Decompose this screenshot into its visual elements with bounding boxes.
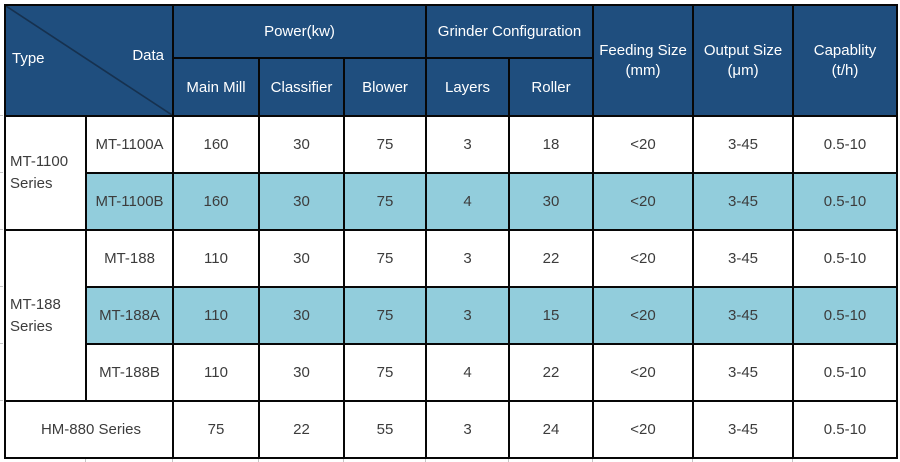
header-row-top: Type Data Power(kw) Grinder Configuratio… <box>4 4 899 117</box>
table-row-mt188: MT-188 Series MT-188 110 30 75 3 22 <20 … <box>4 229 899 402</box>
table-row-mt188b: MT-188B 110 30 75 4 22 <20 3-45 0.5-10 <box>5 343 899 402</box>
blower-cell: 75 <box>343 115 427 174</box>
table-row-mt188a: MT-188A 110 30 75 3 15 <20 3-45 0.5-10 <box>5 286 899 345</box>
header-classifier: Classifier <box>258 57 345 117</box>
output-cell: 3-45 <box>692 172 795 231</box>
series-cell-mt1100: MT-1100 Series <box>4 115 87 231</box>
layers-cell: 3 <box>425 400 510 459</box>
layers-cell: 4 <box>425 172 510 231</box>
header-roller: Roller <box>507 57 595 117</box>
feeding-cell: <20 <box>592 229 695 288</box>
classifier-cell: 30 <box>258 229 345 288</box>
gridline-stub <box>0 286 3 287</box>
output-cell: 3-45 <box>692 286 795 345</box>
classifier-cell: 30 <box>258 172 345 231</box>
feeding-cell: <20 <box>592 400 695 459</box>
capability-cell: 0.5-10 <box>792 115 899 174</box>
model-cell: MT-1100B <box>85 172 174 231</box>
feeding-cell: <20 <box>592 172 695 231</box>
header-capability: Capablity (t/h) <box>792 4 899 117</box>
corner-type-label: Type <box>12 50 45 67</box>
header-blower: Blower <box>343 57 427 117</box>
classifier-cell: 30 <box>258 343 345 402</box>
main-mill-cell: 160 <box>172 172 260 231</box>
roller-cell: 15 <box>507 286 595 345</box>
roller-cell: 22 <box>507 229 595 288</box>
main-mill-cell: 110 <box>172 229 260 288</box>
output-cell: 3-45 <box>692 343 795 402</box>
gridline-stub <box>592 459 593 462</box>
output-cell: 3-45 <box>692 229 795 288</box>
blower-cell: 75 <box>343 229 427 288</box>
series-cell-mt188: MT-188 Series <box>4 229 87 402</box>
main-mill-cell: 75 <box>172 400 260 459</box>
model-cell: MT-188B <box>85 343 174 402</box>
gridline-stub <box>425 459 426 462</box>
capability-cell: 0.5-10 <box>792 343 899 402</box>
gridline-stub <box>172 459 173 462</box>
corner-cell: Type Data <box>4 4 174 117</box>
header-power-group: Power(kw) <box>172 4 427 59</box>
layers-cell: 4 <box>425 343 510 402</box>
output-cell: 3-45 <box>692 115 795 174</box>
model-cell: MT-1100A <box>85 115 174 174</box>
series-cell-hm880: HM-880 Series <box>4 400 174 459</box>
gridline-stub <box>258 459 259 462</box>
classifier-cell: 30 <box>258 286 345 345</box>
corner-data-label: Data <box>132 47 164 64</box>
header-layers: Layers <box>425 57 510 117</box>
output-cell: 3-45 <box>692 400 795 459</box>
blower-cell: 75 <box>343 343 427 402</box>
classifier-cell: 30 <box>258 115 345 174</box>
main-mill-cell: 110 <box>172 343 260 402</box>
table-row-hm880: HM-880 Series 75 22 55 3 24 <20 3-45 0.5… <box>4 400 899 459</box>
gridline-stub <box>0 343 3 344</box>
gridline-stub <box>0 172 3 173</box>
header-output-size: Output Size (μm) <box>692 4 795 117</box>
blower-cell: 55 <box>343 400 427 459</box>
diagonal-line <box>6 6 172 115</box>
gridline-stub <box>85 459 86 462</box>
classifier-cell: 22 <box>258 400 345 459</box>
gridline-stub <box>343 459 344 462</box>
header-row-sub: Main Mill Classifier Blower Layers Rolle… <box>5 57 897 117</box>
header-grinder-group: Grinder Configuration <box>424 4 595 59</box>
feeding-cell: <20 <box>592 115 695 174</box>
product-spec-table: Type Data Power(kw) Grinder Configuratio… <box>4 4 899 459</box>
feeding-cell: <20 <box>592 286 695 345</box>
capability-cell: 0.5-10 <box>792 286 899 345</box>
layers-cell: 3 <box>425 229 510 288</box>
roller-cell: 30 <box>507 172 595 231</box>
roller-cell: 18 <box>507 115 595 174</box>
gridline-stub <box>0 115 3 116</box>
table-row-mt1100a: MT-1100 Series MT-1100A 160 30 75 3 18 <… <box>4 115 899 231</box>
header-feeding-size: Feeding Size (mm) <box>592 4 695 117</box>
roller-cell: 24 <box>507 400 595 459</box>
capability-cell: 0.5-10 <box>792 229 899 288</box>
model-cell: MT-188A <box>85 286 174 345</box>
gridline-stub <box>692 459 693 462</box>
capability-cell: 0.5-10 <box>792 400 899 459</box>
layers-cell: 3 <box>425 286 510 345</box>
roller-cell: 22 <box>507 343 595 402</box>
feeding-cell: <20 <box>592 343 695 402</box>
model-cell: MT-188 <box>85 229 174 288</box>
blower-cell: 75 <box>343 286 427 345</box>
capability-cell: 0.5-10 <box>792 172 899 231</box>
gridline-stub <box>792 459 793 462</box>
header-main-mill: Main Mill <box>172 57 260 117</box>
layers-cell: 3 <box>425 115 510 174</box>
main-mill-cell: 110 <box>172 286 260 345</box>
blower-cell: 75 <box>343 172 427 231</box>
gridline-stub <box>508 459 509 462</box>
gridline-stub <box>0 229 3 230</box>
main-mill-cell: 160 <box>172 115 260 174</box>
gridline-stub <box>0 400 3 401</box>
table-row-mt1100b: MT-1100B 160 30 75 4 30 <20 3-45 0.5-10 <box>5 172 899 231</box>
